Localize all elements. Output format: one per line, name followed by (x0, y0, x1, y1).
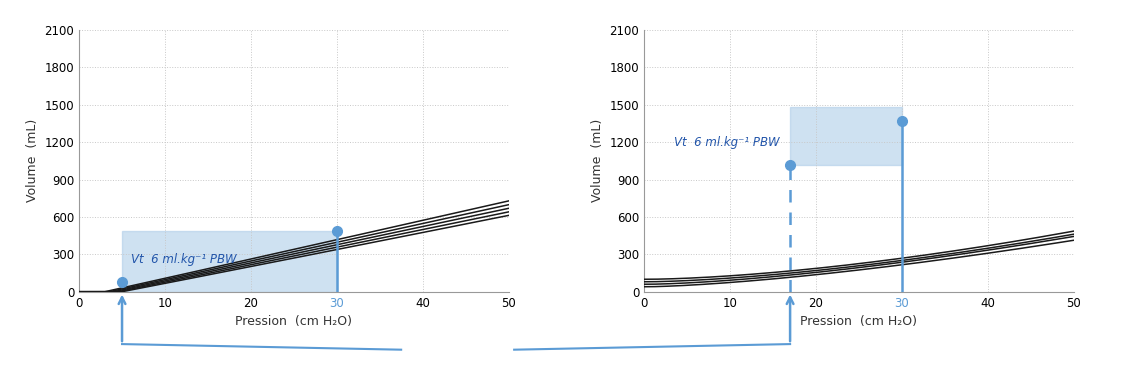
X-axis label: Pression  (cm H₂O): Pression (cm H₂O) (235, 315, 353, 328)
Y-axis label: Volume  (mL): Volume (mL) (26, 119, 38, 202)
Bar (790, 107, 902, 165)
Text: Vt  6 ml.kg⁻¹ PBW: Vt 6 ml.kg⁻¹ PBW (675, 136, 780, 149)
Y-axis label: Volume  (mL): Volume (mL) (591, 119, 603, 202)
Text: PEEP: PEEP (431, 340, 485, 359)
Bar (122, 231, 337, 292)
X-axis label: Pression  (cm H₂O): Pression (cm H₂O) (800, 315, 918, 328)
Text: Vt  6 ml.kg⁻¹ PBW: Vt 6 ml.kg⁻¹ PBW (131, 253, 236, 266)
